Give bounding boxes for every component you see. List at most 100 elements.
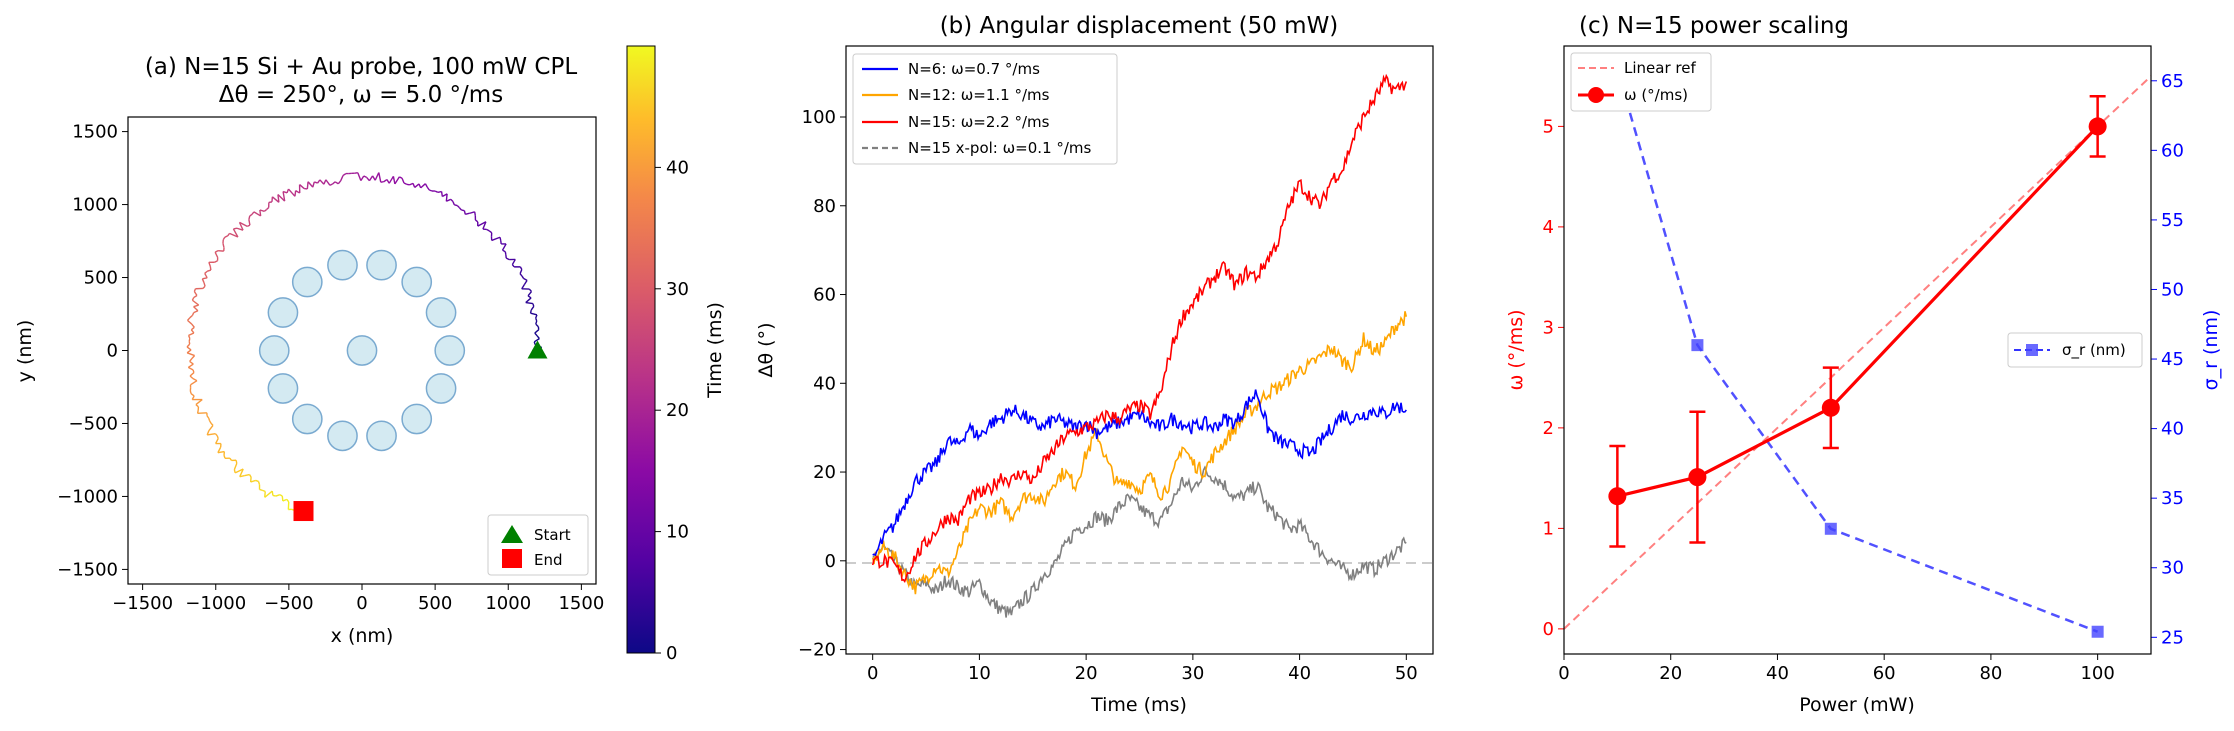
- trajectory-segment: [259, 209, 265, 212]
- trajectory-segment: [363, 175, 367, 179]
- panel-c-frame: [1563, 45, 2152, 655]
- trajectory-segment: [206, 269, 212, 272]
- y-tick-label: 1: [1543, 518, 1554, 539]
- trajectory-segment: [530, 312, 538, 316]
- trajectory-segment: [426, 186, 430, 191]
- trajectory-segment: [530, 306, 535, 311]
- trajectory-segment: [445, 193, 448, 202]
- panel-c-x-ticks: 0 20 40 60 80 100: [1558, 654, 2115, 684]
- panel-b-angular-displacement: (b) Angular displacement (50 mW) 0 10 20 30…: [755, 13, 1434, 716]
- trajectory-segment: [475, 219, 479, 223]
- y-tick-label: 3: [1543, 317, 1554, 338]
- trajectory-segment: [521, 284, 525, 290]
- trajectory-segment: [191, 297, 195, 301]
- trajectory-segment: [519, 269, 523, 274]
- x-tick-label: 40: [1766, 663, 1789, 684]
- trajectory-segment: [394, 176, 400, 185]
- x-tick-label: 20: [1075, 663, 1098, 684]
- trajectory-segment: [282, 498, 288, 502]
- legend-label-n15-xpol: N=15 x-pol: ω=0.1 °/ms: [908, 139, 1092, 157]
- x-tick-label: 1000: [485, 593, 531, 614]
- trajectory-segment: [523, 279, 528, 286]
- y-tick-label: 20: [813, 462, 836, 483]
- panel-a-frame: [127, 116, 597, 585]
- y-tick-label: 60: [813, 285, 836, 306]
- trajectory-segment: [277, 193, 286, 202]
- trajectory-segment: [319, 179, 325, 185]
- trajectory-segment: [239, 221, 248, 228]
- y-tick-label: −1500: [57, 559, 118, 580]
- trajectory-segment: [441, 193, 448, 198]
- trajectory-segment: [525, 297, 532, 304]
- x-tick-label: 50: [1395, 663, 1418, 684]
- omega-line: [1617, 125, 2099, 498]
- right-y-tick-label: 40: [2161, 419, 2184, 440]
- series-line-3: [872, 465, 1407, 618]
- panel-b-legend: N=6: ω=0.7 °/ms N=12: ω=1.1 °/ms N=15: ω…: [852, 53, 1118, 165]
- trajectory-segment: [189, 360, 194, 365]
- trajectory-segment: [202, 285, 206, 289]
- trajectory-segment: [202, 277, 208, 280]
- trajectory-segment: [204, 273, 208, 279]
- y-tick-label: −20: [798, 640, 836, 661]
- trajectory-segment: [456, 205, 460, 209]
- ring-particle: [425, 373, 457, 404]
- trajectory-segment: [263, 208, 267, 212]
- linear-reference-line: [1563, 75, 2152, 630]
- trajectory-segment: [465, 212, 470, 215]
- trajectory-segment: [392, 176, 396, 185]
- start-marker: [527, 340, 548, 359]
- trajectory-segment: [266, 207, 270, 211]
- panel-a-title: (a) N=15 Si + Au probe, 100 mW CPL: [145, 54, 578, 80]
- trajectory-segment: [248, 215, 251, 220]
- y-tick-label: 5: [1543, 116, 1554, 137]
- y-tick-label: 100: [802, 107, 836, 128]
- trajectory-segment: [323, 179, 327, 185]
- trajectory-segment: [306, 181, 309, 190]
- panel-a-x-label: x (nm): [331, 625, 394, 647]
- trajectory-segment: [223, 455, 226, 459]
- x-tick-label: 100: [2080, 663, 2114, 684]
- trajectory-segment: [536, 335, 540, 340]
- trajectory-segment: [477, 221, 487, 227]
- trajectory-segment: [501, 243, 507, 251]
- x-tick-label: 0: [1558, 663, 1569, 684]
- y-tick-label: 0: [825, 551, 836, 572]
- panel-c-power-scaling: (c) N=15 power scaling 0 20 40 60 80 100 0 1 2 3…: [1505, 13, 2222, 716]
- trajectory-segment: [189, 314, 193, 319]
- trajectory-segment: [208, 420, 212, 424]
- right-y-tick-label: 45: [2161, 349, 2184, 370]
- colorbar-gradient: [626, 45, 656, 654]
- trajectory-segment: [214, 433, 218, 437]
- trajectory-segment: [190, 393, 195, 397]
- trajectory-segment: [529, 309, 532, 314]
- panel-c-right-y-ticks: 25 30 35 40 45 50 55 60 65: [2151, 71, 2184, 648]
- trajectory-segment: [275, 494, 281, 497]
- trajectory-segment: [195, 404, 199, 408]
- trajectory-segment: [286, 498, 290, 503]
- trajectory-segment: [224, 235, 229, 238]
- trajectory-segment: [189, 375, 194, 380]
- trajectory-segment: [189, 372, 195, 377]
- x-tick-label: 10: [968, 663, 991, 684]
- panel-b-series: [871, 73, 1408, 618]
- trajectory-segment: [429, 189, 433, 192]
- panel-c-legend-left: Linear ref ω (°/ms): [1570, 52, 1712, 112]
- trajectory-segment: [232, 228, 239, 238]
- trajectory-segment: [208, 424, 214, 432]
- trajectory-segment: [403, 182, 407, 185]
- trajectory-segment: [412, 183, 416, 188]
- trajectory-segment: [235, 460, 238, 464]
- trajectory-segment: [491, 236, 501, 242]
- trajectory-segment: [257, 481, 261, 485]
- trajectory-segment: [504, 251, 507, 256]
- y-tick-label: 80: [813, 196, 836, 217]
- omega-point: [2088, 117, 2107, 136]
- right-y-tick-label: 50: [2161, 279, 2184, 300]
- trajectory-segment: [264, 491, 266, 498]
- trajectory-segment: [204, 270, 208, 274]
- trajectory-segment: [197, 412, 207, 415]
- trajectory-segment: [533, 341, 536, 345]
- trajectory-segment: [450, 198, 454, 203]
- trajectory-segment: [203, 282, 206, 287]
